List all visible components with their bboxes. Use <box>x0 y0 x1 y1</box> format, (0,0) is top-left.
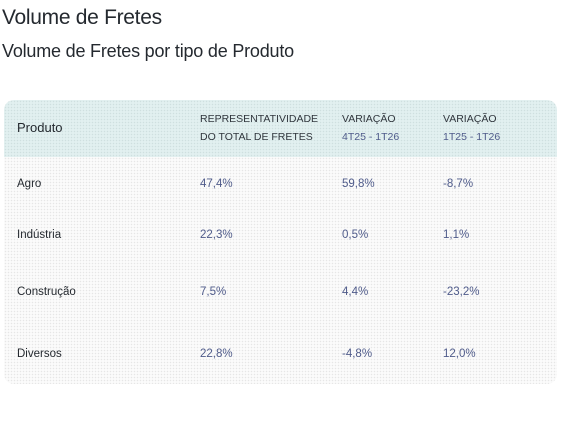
column-header-line1: REPRESENTATIVIDADE <box>200 113 319 125</box>
page-title: Volume de Fretes <box>2 6 162 29</box>
cell-representatividade: 22,3% <box>200 229 233 241</box>
cell-variacao-1t25-1t26: 12,0% <box>443 348 476 360</box>
column-header-line2: DO TOTAL DE FRETES <box>200 131 313 143</box>
cell-produto: Diversos <box>17 348 62 360</box>
column-header-produto-label: Produto <box>17 120 63 135</box>
cell-variacao-1t25-1t26: 1,1% <box>443 229 470 241</box>
table-header: Produto REPRESENTATIVIDADE DO TOTAL DE F… <box>4 100 557 157</box>
table-row: Diversos 22,8% -4,8% 12,0% <box>4 344 557 364</box>
cell-variacao-4t25-1t26: -4,8% <box>342 348 373 360</box>
cell-produto: Indústria <box>17 229 62 241</box>
page-subtitle: Volume de Fretes por tipo de Produto <box>2 41 294 61</box>
column-header-variacao-1t25-1t26: VARIAÇÃO 1T25 - 1T26 <box>443 110 500 146</box>
cell-variacao-4t25-1t26: 0,5% <box>342 229 369 241</box>
freight-volume-table: Produto REPRESENTATIVIDADE DO TOTAL DE F… <box>4 100 557 384</box>
column-header-variacao-4t25-1t26: VARIAÇÃO 4T25 - 1T26 <box>342 110 399 146</box>
column-header-line1: VARIAÇÃO <box>342 113 396 125</box>
cell-variacao-4t25-1t26: 4,4% <box>342 286 369 298</box>
column-header-line2: 4T25 - 1T26 <box>342 131 400 143</box>
table-row: Construção 7,5% 4,4% -23,2% <box>4 282 557 302</box>
cell-produto: Agro <box>17 178 42 190</box>
cell-representatividade: 47,4% <box>200 178 233 190</box>
column-header-line1: VARIAÇÃO <box>443 113 497 125</box>
cell-produto: Construção <box>17 286 76 298</box>
cell-representatividade: 7,5% <box>200 286 227 298</box>
column-header-representatividade: REPRESENTATIVIDADE DO TOTAL DE FRETES <box>200 110 318 146</box>
table-row: Agro 47,4% 59,8% -8,7% <box>4 174 557 194</box>
cell-variacao-4t25-1t26: 59,8% <box>342 178 375 190</box>
cell-variacao-1t25-1t26: -23,2% <box>443 286 480 298</box>
column-header-line2: 1T25 - 1T26 <box>443 131 501 143</box>
table-row: Indústria 22,3% 0,5% 1,1% <box>4 225 557 245</box>
cell-representatividade: 22,8% <box>200 348 233 360</box>
column-header-produto: Produto <box>17 119 63 137</box>
cell-variacao-1t25-1t26: -8,7% <box>443 178 474 190</box>
